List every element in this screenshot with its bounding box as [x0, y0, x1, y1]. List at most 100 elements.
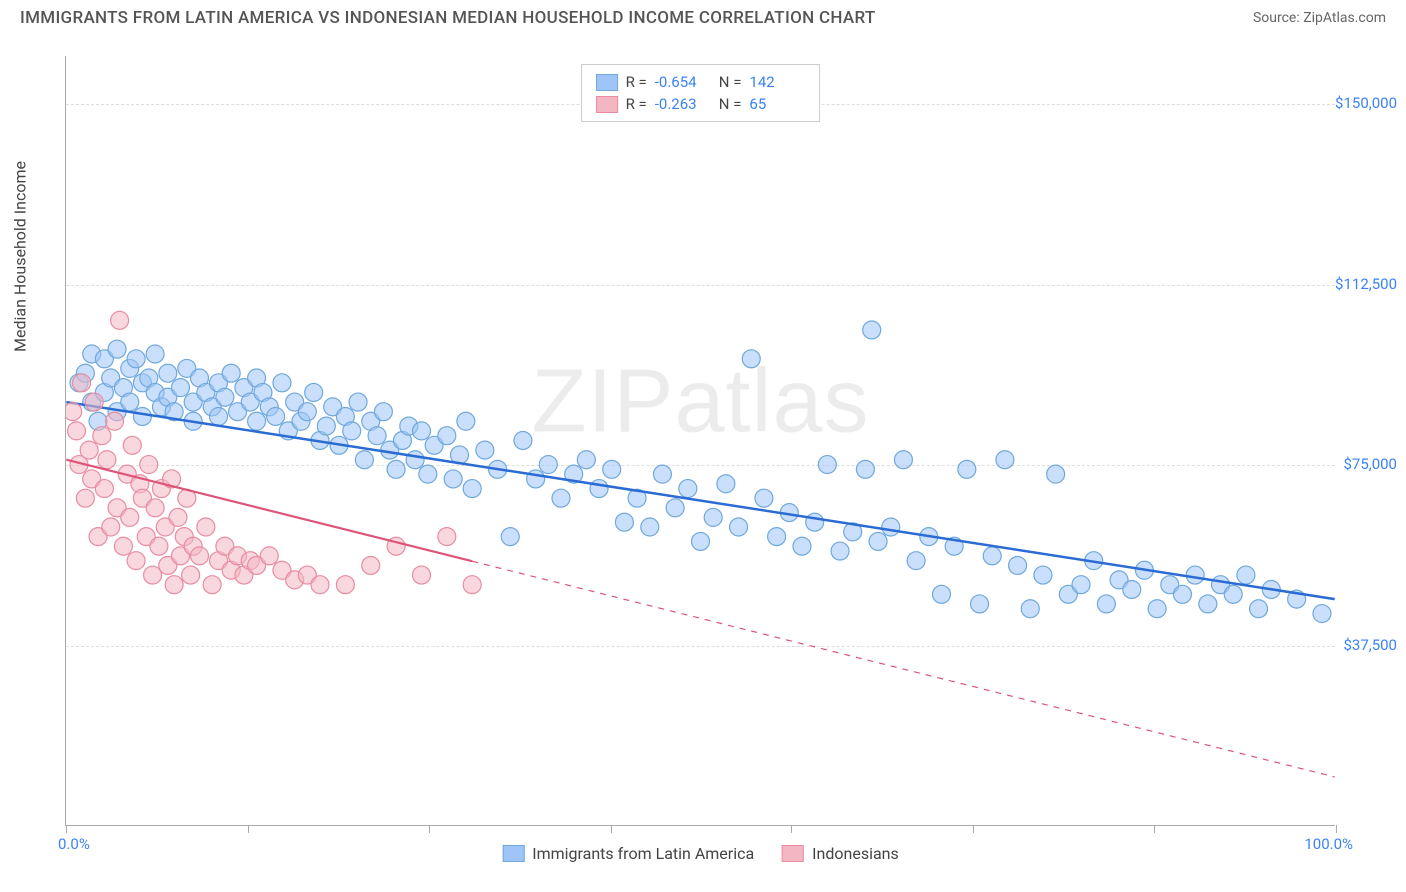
scatter-point — [653, 465, 671, 483]
legend-n-value-blue: 142 — [749, 73, 805, 91]
scatter-point — [679, 480, 697, 498]
scatter-point — [1047, 465, 1065, 483]
scatter-point — [140, 456, 158, 474]
scatter-point — [996, 451, 1014, 469]
scatter-point — [666, 499, 684, 517]
legend-n-value-pink: 65 — [749, 95, 805, 113]
scatter-point — [111, 311, 129, 329]
scatter-point — [146, 345, 164, 363]
scatter-point — [80, 441, 98, 459]
legend-row-pink: R = -0.263 N = 65 — [596, 93, 806, 115]
legend-series: Immigrants from Latin America Indonesian… — [502, 844, 899, 863]
scatter-point — [463, 576, 481, 594]
scatter-point — [171, 379, 189, 397]
scatter-point — [501, 528, 519, 546]
scatter-point — [203, 576, 221, 594]
chart-container: Median Household Income ZIPatlas R = -0.… — [50, 48, 1390, 828]
legend-n-label: N = — [719, 95, 742, 113]
scatter-point — [216, 388, 234, 406]
scatter-point — [73, 374, 91, 392]
scatter-point — [93, 427, 111, 445]
scatter-point — [932, 585, 950, 603]
scatter-point — [406, 451, 424, 469]
scatter-point — [1186, 566, 1204, 584]
y-axis-title: Median Household Income — [11, 161, 30, 352]
scatter-point — [793, 537, 811, 555]
scatter-point — [444, 470, 462, 488]
scatter-point — [66, 403, 82, 421]
scatter-point — [603, 460, 621, 478]
scatter-point — [374, 403, 392, 421]
scatter-point — [222, 364, 240, 382]
scatter-point — [146, 499, 164, 517]
scatter-point — [863, 321, 881, 339]
plot-area: ZIPatlas R = -0.654 N = 142 R = -0.263 N… — [65, 56, 1335, 826]
scatter-point — [1199, 595, 1217, 613]
scatter-point — [742, 350, 760, 368]
scatter-point — [387, 460, 405, 478]
scatter-point — [615, 513, 633, 531]
scatter-point — [552, 489, 570, 507]
scatter-point — [85, 393, 103, 411]
legend-r-value-pink: -0.263 — [655, 95, 711, 113]
legend-bottom-label-blue: Immigrants from Latin America — [532, 844, 754, 863]
scatter-point — [882, 518, 900, 536]
scatter-point — [298, 403, 316, 421]
legend-item-blue: Immigrants from Latin America — [502, 844, 754, 863]
scatter-point — [311, 576, 329, 594]
scatter-point — [362, 556, 380, 574]
scatter-point — [1173, 585, 1191, 603]
scatter-point — [123, 436, 141, 454]
scatter-point — [260, 547, 278, 565]
scatter-point — [106, 412, 124, 430]
scatter-point — [197, 518, 215, 536]
scatter-point — [98, 451, 116, 469]
scatter-point — [210, 407, 228, 425]
scatter-point — [95, 480, 113, 498]
scatter-point — [121, 393, 139, 411]
scatter-point — [349, 393, 367, 411]
chart-title: IMMIGRANTS FROM LATIN AMERICA VS INDONES… — [20, 8, 876, 28]
scatter-point — [67, 422, 85, 440]
scatter-point — [1237, 566, 1255, 584]
scatter-point — [1313, 605, 1331, 623]
scatter-point — [641, 518, 659, 536]
scatter-point — [755, 489, 773, 507]
legend-bottom-label-pink: Indonesians — [812, 844, 899, 863]
scatter-point — [1009, 556, 1027, 574]
scatter-point — [248, 412, 266, 430]
scatter-point — [457, 412, 475, 430]
scatter-point — [983, 547, 1001, 565]
scatter-point — [856, 460, 874, 478]
scatter-point — [317, 417, 335, 435]
scatter-point — [831, 542, 849, 560]
chart-source: Source: ZipAtlas.com — [1253, 10, 1386, 26]
scatter-point — [590, 480, 608, 498]
chart-header: IMMIGRANTS FROM LATIN AMERICA VS INDONES… — [0, 0, 1406, 32]
legend-r-value-blue: -0.654 — [655, 73, 711, 91]
scatter-point — [305, 383, 323, 401]
scatter-point — [150, 537, 168, 555]
trend-line-dashed — [472, 561, 1334, 777]
scatter-point — [894, 451, 912, 469]
scatter-point — [768, 528, 786, 546]
scatter-point — [1148, 600, 1166, 618]
scatter-point — [577, 451, 595, 469]
scatter-point — [438, 528, 456, 546]
scatter-point — [1097, 595, 1115, 613]
legend-n-label: N = — [719, 73, 742, 91]
scatter-point — [463, 480, 481, 498]
scatter-point — [267, 407, 285, 425]
scatter-point — [818, 456, 836, 474]
legend-r-label: R = — [626, 95, 647, 113]
scatter-point — [1123, 581, 1141, 599]
scatter-point — [127, 350, 145, 368]
y-tick-label: $75,000 — [1343, 455, 1397, 473]
scatter-point — [971, 595, 989, 613]
scatter-point — [438, 427, 456, 445]
scatter-point — [539, 456, 557, 474]
scatter-point — [1224, 585, 1242, 603]
scatter-point — [165, 576, 183, 594]
scatter-point — [114, 537, 132, 555]
legend-row-blue: R = -0.654 N = 142 — [596, 71, 806, 93]
